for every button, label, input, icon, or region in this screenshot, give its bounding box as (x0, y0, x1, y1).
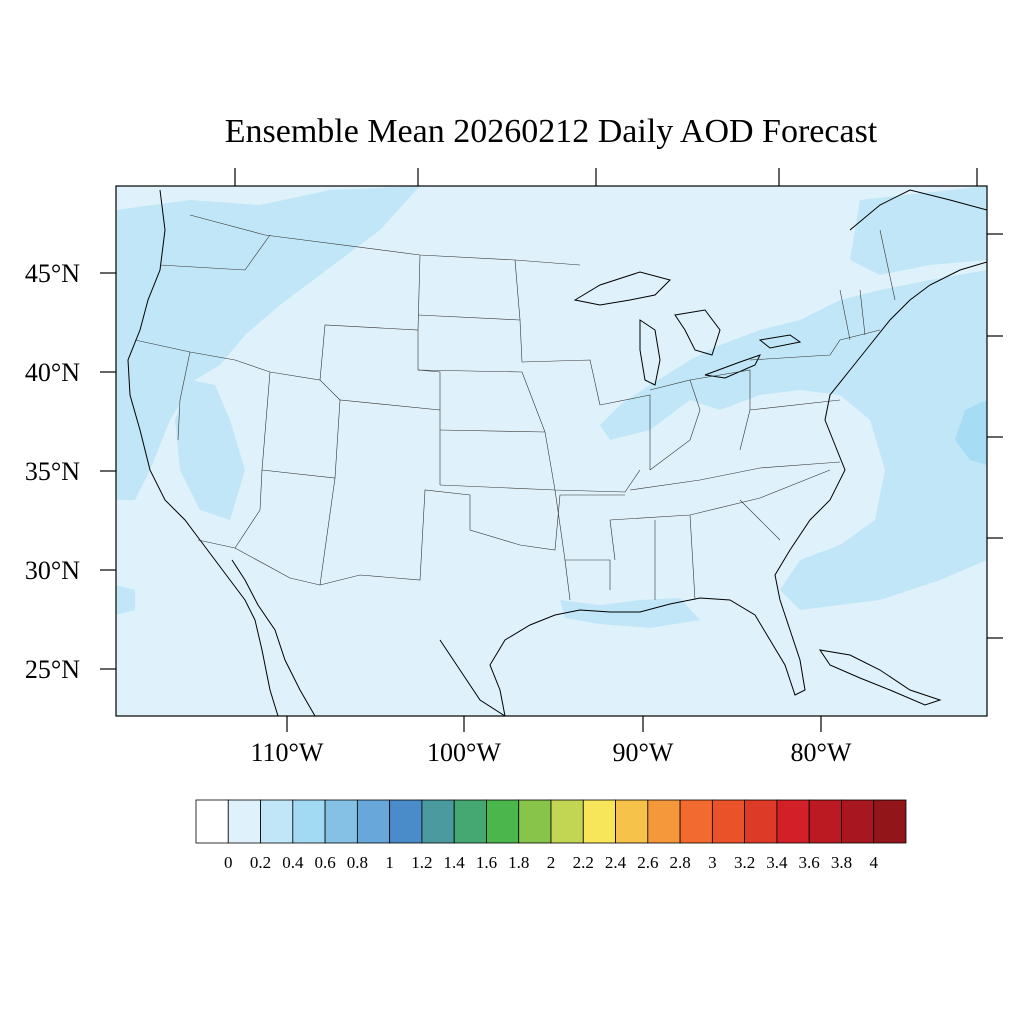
lon-label: 80°W (791, 738, 852, 767)
coastline-gulf (489, 261, 987, 716)
colorbar-swatch (421, 799, 455, 844)
colorbar-label: 1 (385, 853, 394, 872)
aod-plume-northeast (850, 186, 987, 275)
aod-plume-pacific-south (116, 585, 135, 615)
colorbar-label: 4 (869, 853, 878, 872)
coastline-mexico-south (439, 639, 506, 716)
aod-plume-sierra (175, 380, 245, 520)
colorbar-swatch (808, 799, 842, 844)
aod-shading (116, 186, 987, 628)
colorbar-swatch (647, 799, 681, 844)
colorbar-label: 2 (547, 853, 556, 872)
lat-label: 35°N (25, 457, 80, 486)
colorbar-swatch (227, 799, 261, 844)
colorbar-swatch (776, 799, 810, 844)
coastline-gulf-of-california (231, 559, 316, 716)
lon-label: 110°W (251, 738, 324, 767)
map-panel: 45°N 40°N 35°N 30°N 25°N 110°W 100°W 90°… (25, 168, 1003, 767)
colorbar-label: 1.6 (476, 853, 497, 872)
colorbar-label: 3 (708, 853, 717, 872)
cuba-outline (818, 649, 942, 706)
colorbar-swatch (453, 799, 487, 844)
lat-label: 30°N (25, 556, 80, 585)
colorbar-swatch (324, 799, 358, 844)
colorbar-label: 2.4 (605, 853, 627, 872)
colorbar-swatch (260, 799, 294, 844)
lake-superior (573, 271, 671, 306)
colorbar-swatch (582, 799, 616, 844)
lat-label: 40°N (25, 358, 80, 387)
great-lakes (573, 271, 802, 386)
lake-michigan (639, 319, 661, 386)
colorbar-label: 1.4 (444, 853, 466, 872)
colorbar-swatch (679, 799, 713, 844)
aod-plume-atlantic (600, 270, 987, 610)
colorbar-swatch (615, 799, 649, 844)
colorbar-swatch (486, 799, 520, 844)
map-left-ticks (100, 272, 116, 670)
colorbar-swatch (550, 799, 584, 844)
colorbar-label: 1.8 (508, 853, 529, 872)
coastline-west (127, 189, 279, 716)
lon-label: 100°W (427, 738, 501, 767)
map-top-ticks (234, 168, 978, 186)
colorbar-swatch (518, 799, 552, 844)
colorbar-label: 3.2 (734, 853, 755, 872)
colorbar-label: 0.2 (250, 853, 271, 872)
lake-erie (704, 354, 761, 379)
colorbar-swatch (711, 799, 746, 844)
colorbar-label: 1.2 (411, 853, 432, 872)
map-frame (115, 185, 988, 717)
colorbar-label: 2.2 (573, 853, 594, 872)
map-bottom-ticks (286, 716, 822, 732)
colorbar-label: 2.8 (669, 853, 690, 872)
lake-ontario (758, 334, 802, 349)
colorbar-swatch (292, 799, 326, 844)
colorbar-swatch (841, 799, 875, 844)
colorbar-label: 3.4 (766, 853, 788, 872)
coastline-canada-east (849, 189, 987, 231)
lat-label: 45°N (25, 259, 80, 288)
colorbar-swatch (744, 799, 778, 844)
colorbar-swatch (195, 799, 229, 844)
colorbar-label: 0.4 (282, 853, 304, 872)
map-right-ticks (987, 233, 1003, 639)
colorbar-swatch (389, 799, 423, 844)
lat-label: 25°N (25, 655, 80, 684)
colorbar-label: 0.8 (347, 853, 368, 872)
colorbar-label: 0 (224, 853, 233, 872)
colorbar-label: 0.6 (314, 853, 335, 872)
aod-plume-northwest (116, 186, 420, 500)
colorbar-swatch (356, 799, 391, 844)
map-title: Ensemble Mean 20260212 Daily AOD Forecas… (225, 113, 878, 150)
colorbar: 0 0.2 0.4 0.6 0.8 1 1.2 1.4 1.6 1.8 2 2.2 2.4 2.6 2.8 3… (195, 799, 907, 872)
colorbar-label: 3.6 (799, 853, 820, 872)
colorbar-label: 2.6 (637, 853, 658, 872)
lon-label: 90°W (613, 738, 674, 767)
colorbar-swatch (873, 799, 907, 844)
coastline (127, 189, 987, 716)
lake-huron (674, 309, 721, 356)
aod-plume-atlantic-core (955, 400, 987, 465)
state-boundaries (134, 214, 896, 601)
colorbar-label: 3.8 (831, 853, 852, 872)
